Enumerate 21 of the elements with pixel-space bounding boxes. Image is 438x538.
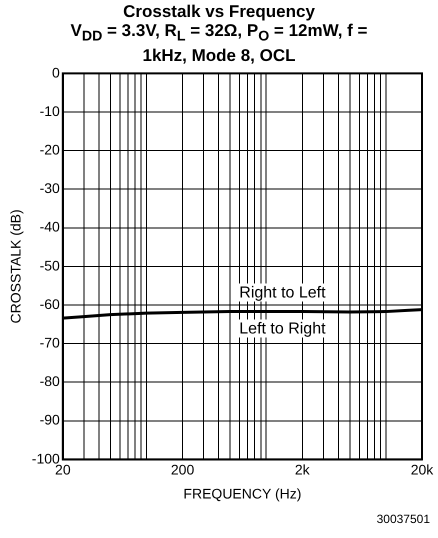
y-tick-label: -20 [40,141,60,158]
y-tick-label: -40 [40,218,60,235]
text: 30037501 [376,512,430,526]
y-tick-label: -80 [40,373,60,390]
annotation: Right to Left [239,284,326,302]
y-tick-label: -100 [32,450,60,466]
y-tick-label: 0 [52,64,60,80]
y-tick-label: -60 [40,296,60,312]
x-axis-title: FREQUENCY (Hz) [183,485,302,502]
y-tick-label: -30 [40,180,60,196]
chart-subtitle: V$_{DD}$ = 3.3V, R$_{L}$ = 32Ω, P$_{O}$ = 12mW, f = 1kHz, Mode 8, OCL [70,21,368,66]
x-tick-label: 2k [294,462,311,478]
y-tick-label: -10 [40,102,60,119]
chart-title: Crosstalk vs Frequency [122,2,316,21]
y-tick-label: -70 [40,334,60,350]
y-tick-label: -90 [40,412,60,428]
annotation: Left to Right [239,320,326,338]
x-tick-label: 200 [170,462,194,478]
x-tick-label: 20k [410,462,434,478]
y-tick-label: -50 [40,257,60,274]
y-axis-title: CROSSTALK (dB) [7,209,24,324]
